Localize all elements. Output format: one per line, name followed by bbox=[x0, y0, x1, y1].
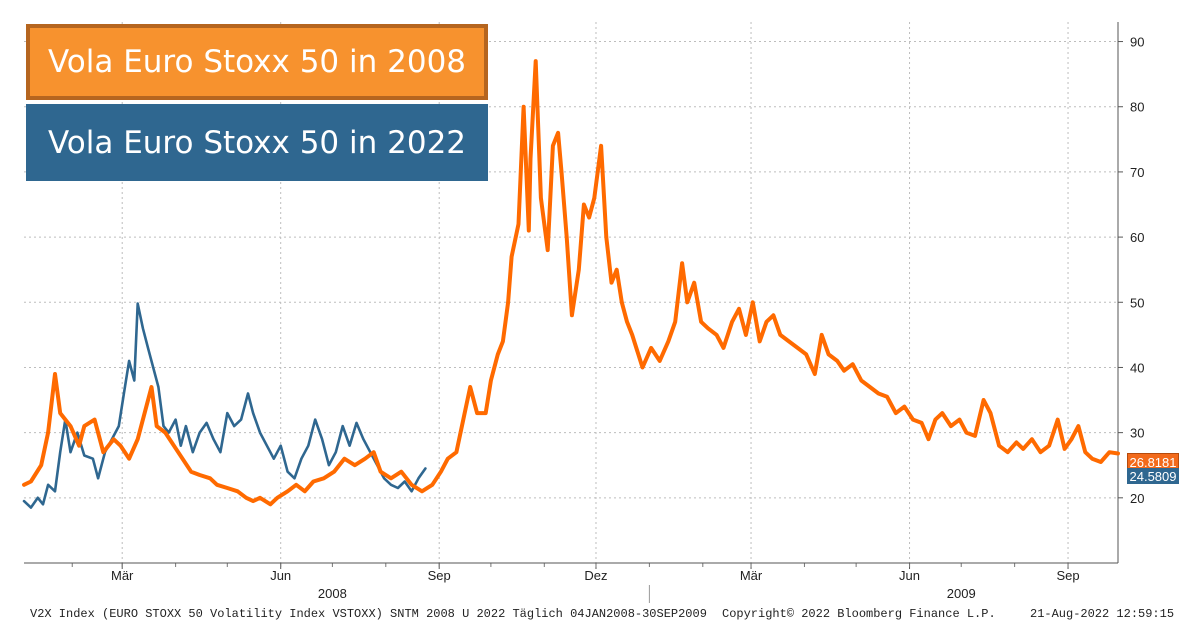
x-tick-label: Mär bbox=[740, 568, 763, 583]
y-tick-label: 30 bbox=[1130, 426, 1144, 441]
x-tick-label: Sep bbox=[1056, 568, 1079, 583]
footer-timestamp: 21-Aug-2022 12:59:15 bbox=[1030, 607, 1175, 621]
footer-copyright: Copyright© 2022 Bloomberg Finance L.P. bbox=[722, 607, 996, 621]
y-tick-label: 50 bbox=[1130, 295, 1144, 310]
x-tick-label: Jun bbox=[270, 568, 291, 583]
last-value-2008: 26.8181 bbox=[1129, 454, 1177, 470]
x-tick-label: Mär bbox=[111, 568, 134, 583]
series-lines bbox=[22, 59, 1120, 509]
year-label: 2009 bbox=[947, 586, 976, 601]
axes bbox=[24, 22, 1123, 603]
y-tick-label: 60 bbox=[1130, 230, 1144, 245]
series-line-2022 bbox=[22, 302, 427, 509]
x-tick-label: Sep bbox=[428, 568, 451, 583]
x-tick-label: Dez bbox=[584, 568, 607, 583]
y-tick-label: 40 bbox=[1130, 360, 1144, 375]
y-tick-label: 90 bbox=[1130, 35, 1144, 50]
y-tick-label: 80 bbox=[1130, 100, 1144, 115]
legend-2022: Vola Euro Stoxx 50 in 2022 bbox=[26, 104, 488, 181]
series-line-2008 bbox=[22, 59, 1120, 507]
year-label: 2008 bbox=[318, 586, 347, 601]
tick-labels: 20 30 40 50 60 70 80 90 Mär Jun Sep Dez Mär Jun Sep 200… bbox=[111, 35, 1144, 601]
x-tick-label: Jun bbox=[899, 568, 920, 583]
y-tick-label: 20 bbox=[1130, 491, 1144, 506]
legend-2008: Vola Euro Stoxx 50 in 2008 bbox=[26, 24, 488, 100]
y-tick-label: 70 bbox=[1130, 165, 1144, 180]
last-value-badge-2022: 24.5809 bbox=[1127, 468, 1179, 484]
last-value-2022: 24.5809 bbox=[1129, 468, 1177, 484]
footer-description: V2X Index (EURO STOXX 50 Volatility Inde… bbox=[30, 607, 707, 621]
legend-2008-label: Vola Euro Stoxx 50 in 2008 bbox=[47, 44, 467, 80]
legend-2022-label: Vola Euro Stoxx 50 in 2022 bbox=[47, 124, 467, 161]
